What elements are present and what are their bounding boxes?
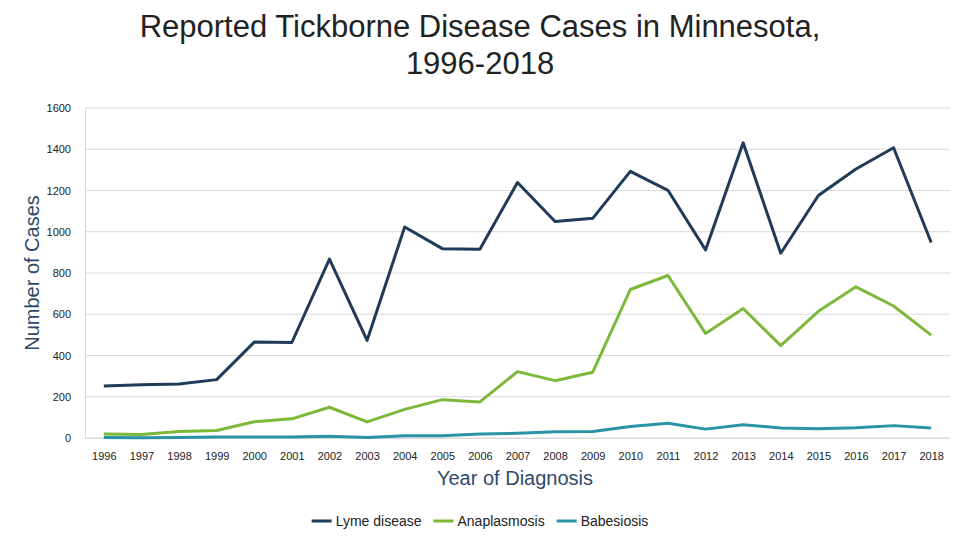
y-tick: 200 [53,391,85,403]
legend-item: Babesiosis [557,513,649,529]
legend-item: Anaplasmosis [434,513,545,529]
y-tick-label: 0 [65,432,71,444]
x-tick: 2017 [882,438,906,462]
grid-line [85,314,950,315]
x-tick-label: 1998 [167,450,191,462]
x-tick: 1999 [205,438,229,462]
y-tick-label: 800 [53,267,71,279]
x-tick-label: 2015 [807,450,831,462]
x-tick-label: 2010 [619,450,643,462]
x-tick-label: 2007 [506,450,530,462]
legend: Lyme disease Anaplasmosis Babesiosis [312,513,649,529]
x-tick-label: 2003 [355,450,379,462]
x-tick-label: 1997 [130,450,154,462]
x-axis-title: Year of Diagnosis [437,467,593,489]
y-tick: 0 [65,432,85,444]
y-tick: 400 [53,350,85,362]
x-tick: 2012 [694,438,718,462]
x-tick: 1996 [92,438,116,462]
x-tick: 2010 [619,438,643,462]
x-tick: 2016 [844,438,868,462]
y-tick: 1600 [47,102,85,114]
x-tick: 2013 [731,438,755,462]
y-tick: 800 [53,267,85,279]
legend-swatch [557,520,577,523]
legend-swatch [312,520,332,523]
y-tick-label: 600 [53,308,71,320]
series-line [104,143,931,386]
x-tick-label: 2001 [280,450,304,462]
grid-line [85,273,950,274]
x-tick-label: 2013 [731,450,755,462]
x-tick: 2001 [280,438,304,462]
y-tick-label: 200 [53,391,71,403]
y-tick: 1000 [47,226,85,238]
chart-title: Reported Tickborne Disease Cases in Minn… [110,8,850,82]
x-tick: 2014 [769,438,793,462]
x-tick: 2015 [807,438,831,462]
legend-label: Babesiosis [581,513,649,529]
x-tick: 2009 [581,438,605,462]
legend-label: Anaplasmosis [458,513,545,529]
x-tick: 2005 [431,438,455,462]
grid-line [85,231,950,232]
y-tick: 1200 [47,185,85,197]
y-tick-label: 1400 [47,143,71,155]
x-tick-label: 2002 [318,450,342,462]
x-tick: 2000 [242,438,266,462]
x-tick: 2018 [919,438,943,462]
x-tick-label: 2017 [882,450,906,462]
x-tick: 1997 [130,438,154,462]
x-tick-label: 2011 [657,450,681,462]
x-tick-label: 2006 [468,450,492,462]
series-line [104,275,931,434]
x-tick: 2011 [657,438,681,462]
x-tick-label: 2004 [393,450,417,462]
chart-container: Reported Tickborne Disease Cases in Minn… [0,0,960,540]
x-tick-label: 1996 [92,450,116,462]
grid-line [85,355,950,356]
grid-line [85,190,950,191]
x-tick-label: 2000 [242,450,266,462]
legend-swatch [434,520,454,523]
x-tick-label: 2008 [543,450,567,462]
x-tick-label: 2018 [919,450,943,462]
y-axis-title: Number of Cases [21,195,43,351]
legend-label: Lyme disease [336,513,422,529]
x-tick-label: 2005 [431,450,455,462]
y-tick: 600 [53,308,85,320]
x-tick: 2007 [506,438,530,462]
x-axis: 1996 1997 1998 1999 2000 2001 2002 2003 2004 2005… [86,438,951,462]
x-tick-label: 2014 [769,450,793,462]
y-tick-label: 400 [53,350,71,362]
legend-item: Lyme disease [312,513,422,529]
x-tick: 2006 [468,438,492,462]
y-tick: 1400 [47,143,85,155]
grid-line [85,396,950,397]
y-tick-label: 1200 [47,185,71,197]
x-tick-label: 2009 [581,450,605,462]
x-tick: 2003 [355,438,379,462]
grid [85,108,950,438]
x-tick-label: 2012 [694,450,718,462]
plot-lines [104,143,931,438]
x-tick: 2002 [318,438,342,462]
y-axis: 0 200 400 600 800 1000 1200 1400 1600 [47,102,86,444]
x-tick: 1998 [167,438,191,462]
x-tick-label: 2016 [844,450,868,462]
x-tick-label: 1999 [205,450,229,462]
chart-svg: 0200400600800100012001400160019961997199… [0,0,960,540]
y-axis-line [85,109,86,439]
series-line [104,423,931,438]
y-tick-label: 1600 [47,102,71,114]
grid-line [85,108,950,109]
x-tick: 2008 [543,438,567,462]
grid-line [85,149,950,150]
x-tick: 2004 [393,438,417,462]
y-tick-label: 1000 [47,226,71,238]
